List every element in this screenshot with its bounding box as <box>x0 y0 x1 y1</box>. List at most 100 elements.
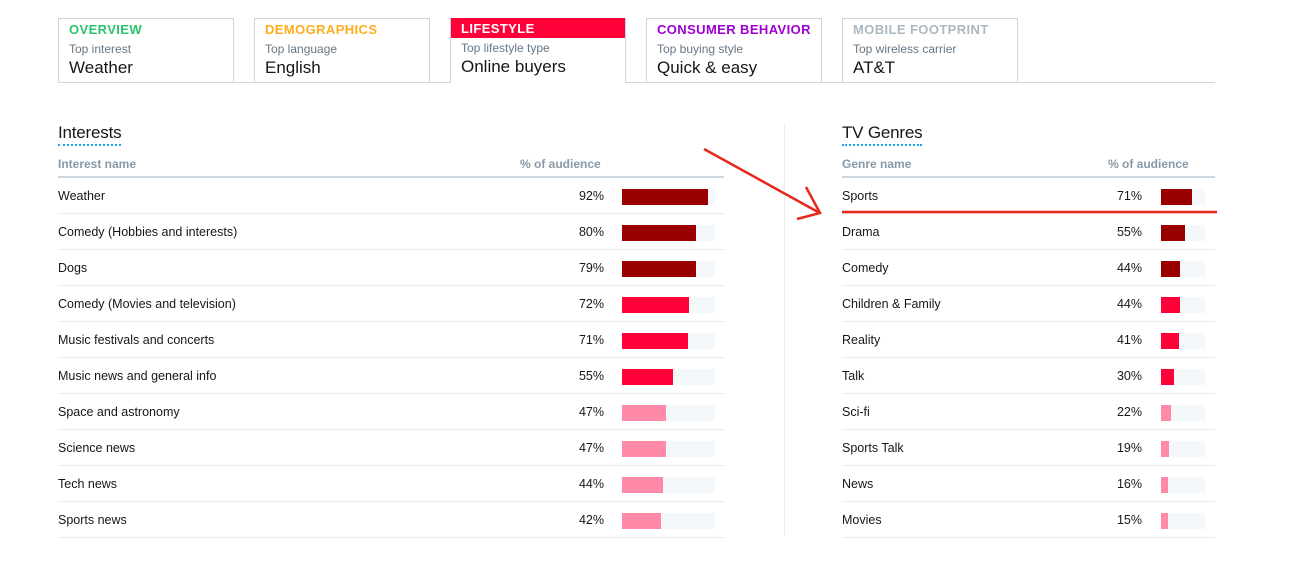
percentage-bar-track <box>1161 477 1205 493</box>
tv-genres-panel: TV Genres Genre name % of audience Sport… <box>842 123 1215 538</box>
row-percentage: 44% <box>578 477 604 491</box>
percentage-bar-track <box>1161 441 1205 457</box>
table-row: Space and astronomy 47% <box>58 394 724 430</box>
header-divider <box>842 176 1215 178</box>
table-row: Comedy (Movies and television) 72% <box>58 286 724 322</box>
percentage-bar-fill <box>622 369 674 385</box>
percentage-bar-track <box>622 225 715 241</box>
percentage-bar-fill <box>1161 333 1179 349</box>
annotation-arrowhead <box>796 186 822 221</box>
row-name: Science news <box>58 441 136 455</box>
percentage-bar-track <box>622 513 715 529</box>
percentage-bar-fill <box>622 441 666 457</box>
row-name: Comedy (Hobbies and interests) <box>58 225 238 239</box>
tab-mobile-footprint[interactable]: MOBILE FOOTPRINT Top wireless carrier AT&T <box>842 18 1018 82</box>
table-row: Science news 47% <box>58 430 724 466</box>
interests-panel: Interests Interest name % of audience We… <box>58 123 724 538</box>
row-name: Dogs <box>58 261 88 275</box>
percentage-bar-track <box>622 261 715 277</box>
percentage-bar-track <box>1161 369 1205 385</box>
row-name: Sci-fi <box>842 405 870 419</box>
percentage-bar-track <box>622 189 715 205</box>
row-percentage: 72% <box>578 297 604 311</box>
tab-value: Online buyers <box>461 57 566 76</box>
table-row: Comedy 44% <box>842 250 1215 286</box>
tab-subtitle: Top lifestyle type <box>461 41 550 55</box>
annotation-arrow <box>703 147 819 214</box>
row-percentage: 44% <box>1116 297 1142 311</box>
table-row: Comedy (Hobbies and interests) 80% <box>58 214 724 250</box>
row-percentage: 71% <box>578 333 604 347</box>
row-percentage: 71% <box>1116 189 1142 203</box>
percentage-bar-fill <box>622 333 688 349</box>
row-name: Music festivals and concerts <box>58 333 215 347</box>
interests-title[interactable]: Interests <box>58 123 122 146</box>
tabs-baseline <box>58 82 1215 83</box>
percentage-bar-track <box>1161 297 1205 313</box>
percentage-bar-fill <box>1161 297 1181 313</box>
percentage-bar-fill <box>622 189 708 205</box>
percentage-bar-fill <box>1161 189 1193 205</box>
percentage-bar-fill <box>1161 405 1171 421</box>
percentage-bar-fill <box>1161 225 1186 241</box>
percentage-bar-track <box>622 369 715 385</box>
row-name: Sports news <box>58 513 127 527</box>
table-row: Tech news 44% <box>58 466 724 502</box>
percentage-bar-fill <box>1161 441 1170 457</box>
row-percentage: 47% <box>578 441 604 455</box>
panel-divider <box>784 123 785 536</box>
table-row: Sports Talk 19% <box>842 430 1215 466</box>
interest-name-header: Interest name <box>58 157 137 171</box>
interests-list: Weather 92% Comedy (Hobbies and interests)… <box>58 178 724 538</box>
table-row: Sports 71% <box>842 178 1215 214</box>
percentage-bar-track <box>1161 261 1205 277</box>
table-row: Sports news 42% <box>58 502 724 538</box>
percentage-bar-fill <box>622 297 689 313</box>
table-row: Music festivals and concerts 71% <box>58 322 724 358</box>
table-row: Drama 55% <box>842 214 1215 250</box>
tab-title: CONSUMER BEHAVIOR <box>657 22 811 37</box>
row-name: Children & Family <box>842 297 941 311</box>
percentage-bar-track <box>1161 405 1205 421</box>
table-row: Dogs 79% <box>58 250 724 286</box>
tab-overview[interactable]: OVERVIEW Top interest Weather <box>58 18 234 82</box>
row-percentage: 79% <box>578 261 604 275</box>
table-row: Children & Family 44% <box>842 286 1215 322</box>
category-tabs: OVERVIEW Top interest Weather DEMOGRAPHICS T… <box>58 18 1215 83</box>
tab-lifestyle[interactable]: LIFESTYLE Top lifestyle type Online buyers <box>450 18 626 83</box>
percentage-bar-fill <box>622 477 663 493</box>
percentage-bar-track <box>622 405 715 421</box>
percentage-bar-fill <box>1161 369 1175 385</box>
genres-pct-header: % of audience <box>1108 157 1189 171</box>
tab-subtitle: Top interest <box>69 42 132 56</box>
row-name: News <box>842 477 874 491</box>
table-row: Reality 41% <box>842 322 1215 358</box>
row-name: Music news and general info <box>58 369 217 383</box>
percentage-bar-track <box>1161 513 1205 529</box>
row-percentage: 19% <box>1116 441 1142 455</box>
percentage-bar-track <box>622 477 715 493</box>
percentage-bar-fill <box>622 225 697 241</box>
tab-demographics[interactable]: DEMOGRAPHICS Top language English <box>254 18 430 82</box>
tab-subtitle: Top wireless carrier <box>853 42 957 56</box>
row-percentage: 41% <box>1116 333 1142 347</box>
tab-value: English <box>265 58 321 77</box>
row-name: Movies <box>842 513 882 527</box>
row-percentage: 42% <box>578 513 604 527</box>
percentage-bar-fill <box>622 405 666 421</box>
tab-title: DEMOGRAPHICS <box>265 22 378 37</box>
tv-genres-title[interactable]: TV Genres <box>842 123 923 146</box>
row-name: Sports <box>842 189 879 203</box>
row-percentage: 92% <box>578 189 604 203</box>
row-percentage: 80% <box>578 225 604 239</box>
tab-consumer-behavior[interactable]: CONSUMER BEHAVIOR Top buying style Quick &… <box>646 18 822 82</box>
percentage-bar-track <box>1161 333 1205 349</box>
row-percentage: 47% <box>578 405 604 419</box>
row-name: Comedy (Movies and television) <box>58 297 236 311</box>
table-row: Talk 30% <box>842 358 1215 394</box>
tab-value: Quick & easy <box>657 58 758 77</box>
genre-name-header: Genre name <box>842 157 912 171</box>
tv-genres-list: Sports 71% Drama 55% Comedy 44% Children & Fam… <box>842 178 1215 538</box>
row-name: Drama <box>842 225 880 239</box>
